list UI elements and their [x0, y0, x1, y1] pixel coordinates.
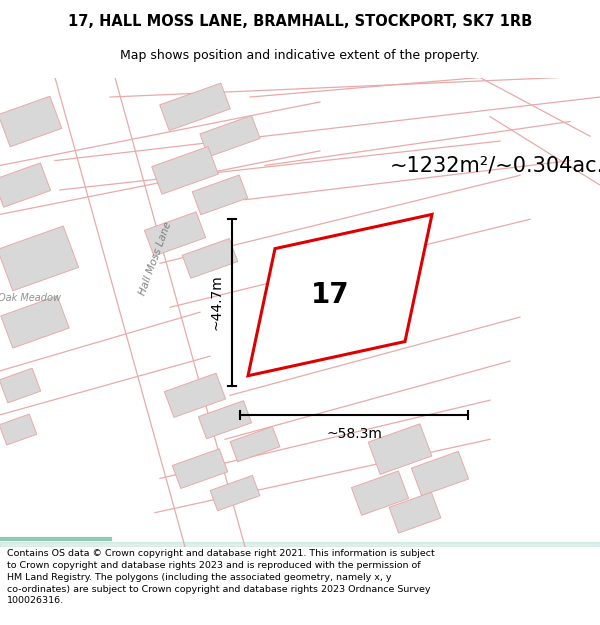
Polygon shape — [0, 414, 37, 445]
Polygon shape — [0, 163, 50, 208]
Polygon shape — [230, 427, 280, 462]
Text: 17, HALL MOSS LANE, BRAMHALL, STOCKPORT, SK7 1RB: 17, HALL MOSS LANE, BRAMHALL, STOCKPORT,… — [68, 14, 532, 29]
Text: Map shows position and indicative extent of the property.: Map shows position and indicative extent… — [120, 49, 480, 62]
Polygon shape — [182, 239, 238, 278]
Polygon shape — [1, 296, 69, 348]
Text: ~58.3m: ~58.3m — [326, 428, 382, 441]
Polygon shape — [160, 83, 230, 131]
Bar — [0, 542, 600, 547]
Polygon shape — [199, 401, 251, 439]
Text: ~44.7m: ~44.7m — [209, 274, 223, 330]
Polygon shape — [352, 471, 409, 515]
Text: ~1232m²/~0.304ac.: ~1232m²/~0.304ac. — [390, 156, 600, 176]
Text: 17: 17 — [311, 281, 349, 309]
Polygon shape — [0, 96, 62, 147]
Polygon shape — [192, 175, 248, 215]
Polygon shape — [368, 424, 432, 474]
Polygon shape — [210, 476, 260, 511]
Polygon shape — [412, 451, 469, 496]
Text: Oak Meadow: Oak Meadow — [0, 292, 62, 302]
Polygon shape — [145, 212, 206, 256]
Polygon shape — [0, 226, 79, 291]
Polygon shape — [164, 373, 226, 418]
Polygon shape — [0, 368, 41, 403]
Polygon shape — [389, 492, 441, 533]
Text: Hall Moss Lane: Hall Moss Lane — [137, 220, 173, 297]
Polygon shape — [172, 449, 228, 489]
Polygon shape — [200, 116, 260, 157]
Polygon shape — [152, 147, 218, 194]
Polygon shape — [248, 214, 432, 376]
Text: Contains OS data © Crown copyright and database right 2021. This information is : Contains OS data © Crown copyright and d… — [7, 549, 435, 606]
